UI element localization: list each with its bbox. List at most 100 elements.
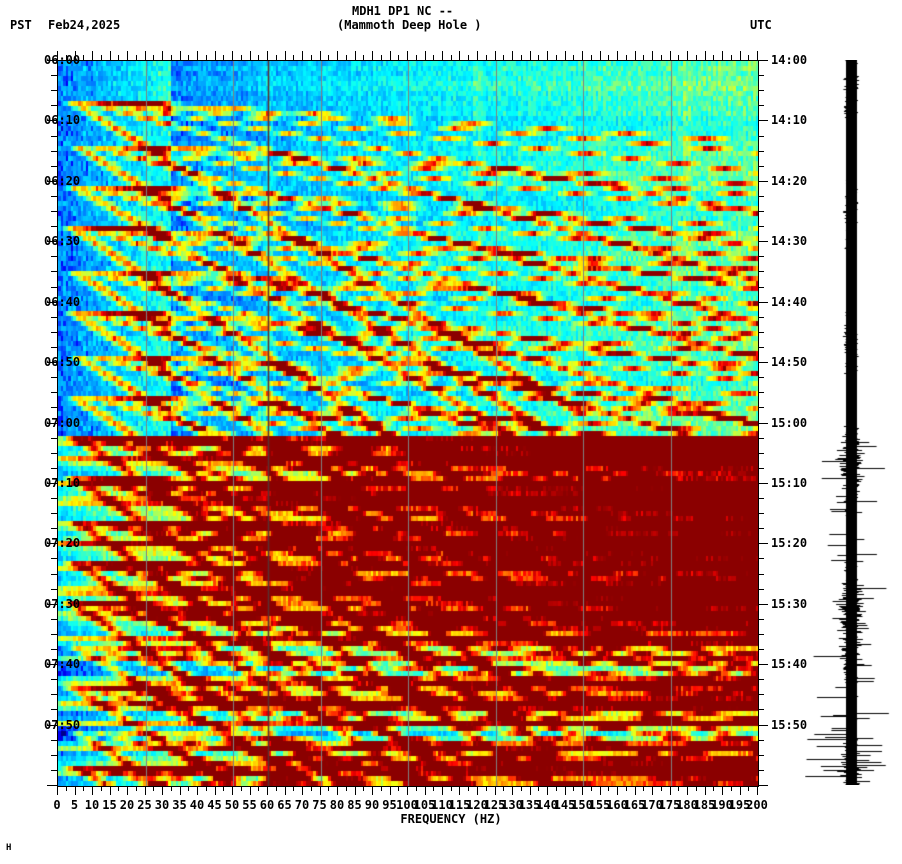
axis-tick	[758, 196, 764, 197]
axis-tick	[565, 51, 566, 60]
axis-tick	[758, 241, 768, 242]
axis-tick	[530, 786, 531, 795]
axis-tick	[311, 55, 312, 60]
axis-tick	[731, 786, 732, 791]
axis-tick	[363, 786, 364, 791]
axis-tick	[302, 786, 303, 795]
axis-tick	[51, 679, 57, 680]
axis-tick	[538, 786, 539, 791]
axis-tick	[51, 574, 57, 575]
axis-tick	[47, 423, 57, 424]
timezone-label-right: UTC	[750, 18, 772, 32]
x-axis-label-30: 30	[154, 798, 170, 812]
axis-tick	[477, 786, 478, 795]
x-axis-label-70: 70	[294, 798, 310, 812]
axis-tick	[758, 105, 764, 106]
axis-tick	[442, 51, 443, 60]
axis-tick	[652, 786, 653, 795]
axis-tick	[758, 770, 764, 771]
axis-tick	[758, 90, 764, 91]
axis-tick	[626, 786, 627, 791]
axis-tick	[293, 786, 294, 791]
axis-tick	[758, 120, 768, 121]
axis-tick	[51, 634, 57, 635]
axis-tick	[51, 589, 57, 590]
axis-tick	[381, 55, 382, 60]
axis-tick	[215, 51, 216, 60]
axis-tick	[608, 55, 609, 60]
axis-tick	[643, 55, 644, 60]
axis-tick	[758, 679, 764, 680]
axis-tick	[51, 271, 57, 272]
axis-tick	[758, 619, 764, 620]
axis-tick	[346, 786, 347, 791]
axis-tick	[337, 786, 338, 795]
x-axis-title: FREQUENCY (HZ)	[400, 812, 502, 826]
x-axis-label-200: 200	[746, 798, 768, 812]
axis-tick	[661, 786, 662, 791]
seismogram-trace	[805, 60, 900, 785]
axis-tick	[57, 51, 58, 60]
axis-tick	[206, 55, 207, 60]
axis-tick	[758, 604, 768, 605]
axis-tick	[468, 55, 469, 60]
axis-tick	[757, 51, 758, 60]
axis-tick	[722, 786, 723, 795]
axis-tick	[758, 468, 764, 469]
spectrogram-plot[interactable]	[57, 60, 759, 787]
axis-tick	[51, 438, 57, 439]
axis-tick	[740, 51, 741, 60]
axis-tick	[381, 786, 382, 791]
axis-tick	[748, 786, 749, 791]
axis-tick	[468, 786, 469, 791]
axis-tick	[758, 513, 764, 514]
axis-tick	[51, 226, 57, 227]
x-axis-label-175: 175	[658, 798, 681, 812]
x-axis-label-135: 135	[518, 798, 541, 812]
axis-tick	[477, 51, 478, 60]
axis-tick	[661, 55, 662, 60]
axis-tick	[92, 786, 93, 795]
y-axis-label-utc-2: 14:20	[771, 174, 808, 188]
axis-tick	[451, 786, 452, 791]
axis-tick	[758, 332, 764, 333]
axis-tick	[51, 317, 57, 318]
axis-tick	[223, 55, 224, 60]
x-axis-label-120: 120	[466, 798, 488, 812]
axis-tick	[687, 51, 688, 60]
x-axis-label-100: 100	[396, 798, 418, 812]
axis-tick	[758, 271, 764, 272]
axis-tick	[101, 55, 102, 60]
x-axis-label-90: 90	[364, 798, 380, 812]
axis-tick	[442, 786, 443, 795]
axis-tick	[180, 786, 181, 795]
axis-tick	[47, 181, 57, 182]
axis-tick	[47, 241, 57, 242]
axis-tick	[110, 786, 111, 795]
axis-tick	[758, 287, 764, 288]
axis-tick	[145, 51, 146, 60]
axis-tick	[197, 786, 198, 795]
axis-tick	[748, 55, 749, 60]
axis-tick	[486, 786, 487, 791]
axis-tick	[51, 211, 57, 212]
x-axis-label-0: 0	[53, 798, 61, 812]
axis-tick	[136, 786, 137, 791]
axis-tick	[285, 786, 286, 795]
axis-tick	[600, 51, 601, 60]
axis-tick	[145, 786, 146, 795]
axis-tick	[372, 51, 373, 60]
axis-tick	[696, 786, 697, 791]
axis-tick	[328, 786, 329, 791]
x-axis-label-170: 170	[641, 798, 663, 812]
axis-tick	[258, 55, 259, 60]
axis-tick	[47, 664, 57, 665]
axis-tick	[722, 51, 723, 60]
axis-tick	[582, 786, 583, 795]
axis-tick	[512, 786, 513, 795]
corner-mark: H	[6, 843, 12, 853]
axis-tick	[328, 55, 329, 60]
axis-tick	[687, 786, 688, 795]
axis-tick	[670, 51, 671, 60]
x-axis-label-50: 50	[224, 798, 240, 812]
